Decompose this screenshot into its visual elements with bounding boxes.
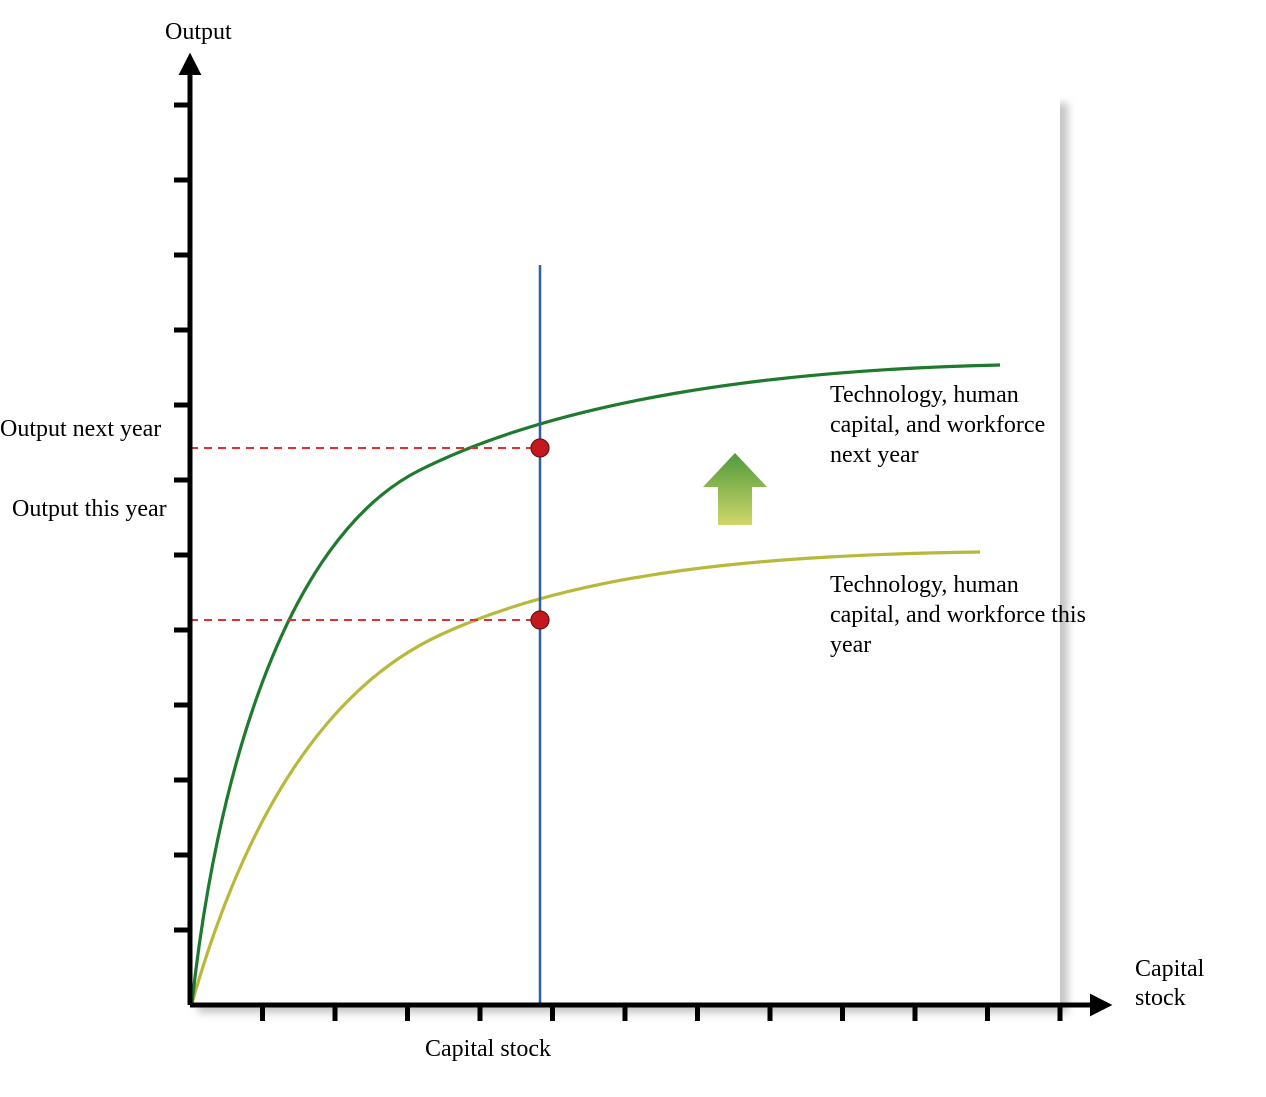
curve-label-upper: Technology, human capital, and workforce… (830, 380, 1090, 470)
y-annotation-lower: Output this year (12, 495, 182, 524)
curve-label-lower: Technology, human capital, and workforce… (830, 570, 1090, 660)
chart-svg (0, 0, 1266, 1097)
y-annotation-upper: Output next year (0, 415, 170, 444)
point-lower (531, 611, 549, 629)
x-axis-title: Capital stock (1135, 955, 1255, 1013)
chart-container: Output Output next year Output this year… (0, 0, 1266, 1097)
y-axis-title: Output (165, 18, 232, 47)
plot-panel (190, 95, 1060, 1005)
point-upper (531, 439, 549, 457)
x-tick-label: Capital stock (425, 1035, 551, 1064)
